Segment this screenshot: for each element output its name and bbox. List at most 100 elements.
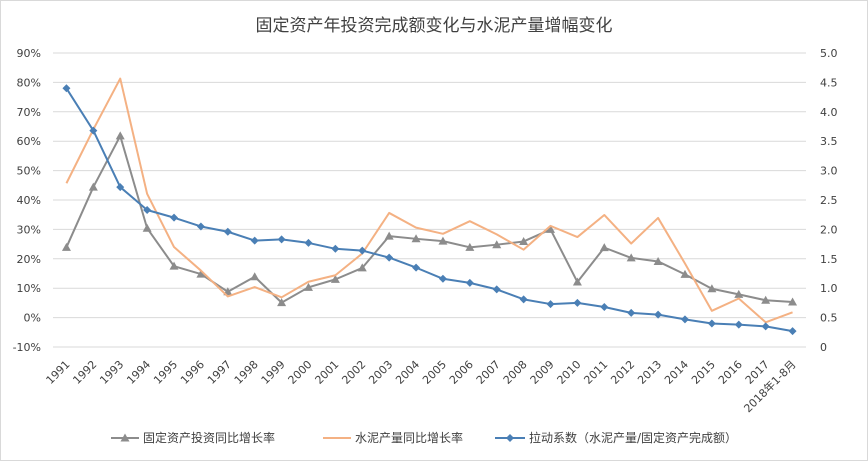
right-tick-label: 3.0 (820, 165, 838, 178)
data-point (680, 315, 689, 324)
data-point (465, 242, 475, 251)
x-tick-label: 2003 (366, 358, 395, 387)
right-tick-label: 1.5 (820, 253, 838, 266)
data-point (412, 263, 421, 272)
data-point (115, 131, 125, 140)
data-point (438, 236, 448, 245)
left-tick-label: 90% (17, 47, 41, 60)
data-point (707, 319, 716, 328)
left-tick-label: 50% (17, 165, 41, 178)
data-point (169, 261, 179, 270)
right-tick-label: 4.0 (820, 106, 838, 119)
data-point (385, 253, 394, 262)
series-line-3 (65, 87, 793, 333)
data-point (492, 240, 502, 249)
data-point (384, 231, 394, 240)
data-point (330, 274, 340, 283)
legend-marker (506, 434, 514, 442)
data-point (707, 284, 717, 293)
data-point (89, 126, 98, 135)
x-tick-label: 2015 (689, 358, 718, 387)
data-point (250, 236, 259, 245)
left-tick-label: 80% (17, 76, 41, 89)
data-point (277, 235, 286, 244)
right-tick-label: 3.5 (820, 135, 838, 148)
x-tick-label: 1995 (151, 358, 180, 387)
gridlines (53, 52, 806, 348)
series-layer (61, 77, 798, 336)
x-tick-label: 2005 (420, 358, 449, 387)
data-point (411, 234, 421, 243)
x-tick-label: 1994 (124, 358, 153, 387)
x-tick-label: 2010 (555, 358, 584, 387)
x-tick-label: 2011 (581, 358, 610, 387)
x-tick-label: 2012 (608, 358, 637, 387)
left-tick-label: 70% (17, 106, 41, 119)
x-tick-label: 1997 (205, 358, 234, 387)
data-point (465, 278, 474, 287)
legend-label: 固定资产投资同比增长率 (143, 430, 275, 445)
data-point (573, 298, 582, 307)
data-point (761, 322, 770, 331)
data-point (546, 224, 556, 233)
data-point (358, 246, 367, 255)
x-tick-label: 1998 (232, 358, 261, 387)
data-point (331, 244, 340, 253)
data-point (546, 300, 555, 309)
left-tick-label: 40% (17, 194, 41, 207)
legend-label: 拉动系数（水泥产量/固定资产完成额） (529, 430, 737, 445)
data-point (572, 277, 582, 286)
data-point (116, 183, 125, 192)
data-point (143, 205, 152, 214)
data-point (788, 297, 798, 306)
data-point (88, 182, 98, 191)
data-point (61, 242, 71, 251)
data-point (788, 327, 797, 336)
data-point (734, 320, 743, 329)
right-tick-label: 2.5 (820, 194, 838, 207)
data-point (304, 238, 313, 247)
right-tick-label: 0 (820, 341, 827, 354)
x-tick-label: 1991 (44, 358, 73, 387)
left-tick-label: 10% (17, 282, 41, 295)
data-point (438, 274, 447, 283)
x-tick-label: 2000 (286, 358, 315, 387)
x-tick-label: 2001 (313, 358, 342, 387)
x-tick-label: 2004 (393, 358, 422, 387)
x-tick-label: 1999 (259, 358, 288, 387)
left-tick-label: 60% (17, 135, 41, 148)
legend-marker (120, 433, 130, 442)
data-point (761, 295, 771, 304)
right-tick-label: 1.0 (820, 282, 838, 295)
right-tick-label: 4.5 (820, 76, 838, 89)
right-tick-label: 0.5 (820, 312, 838, 325)
data-point (223, 227, 232, 236)
right-y-axis: 0 0.5 1.0 1.5 2.0 2.5 3.0 3.5 4.0 4.5 5.0 (820, 47, 838, 354)
data-point (196, 222, 205, 231)
data-point (170, 213, 179, 222)
data-point (250, 272, 260, 281)
chart-title: 固定资产年投资完成额变化与水泥产量增幅变化 (256, 16, 613, 36)
series-line-1 (65, 134, 793, 304)
data-point (599, 243, 609, 252)
data-point (626, 253, 636, 262)
x-tick-label: 1996 (178, 358, 207, 387)
x-tick-label: 2006 (447, 358, 476, 387)
x-tick-label: 2009 (528, 358, 557, 387)
legend-label: 水泥产量同比增长率 (355, 430, 463, 445)
data-point (654, 310, 663, 319)
data-point (653, 256, 663, 265)
x-tick-label: 1993 (97, 358, 126, 387)
series-line-2 (65, 77, 793, 324)
right-tick-label: 2.0 (820, 223, 838, 236)
legend: 固定资产投资同比增长率 水泥产量同比增长率 拉动系数（水泥产量/固定资产完成额） (111, 430, 737, 445)
data-point (357, 263, 367, 272)
data-point (627, 308, 636, 317)
x-tick-label: 2014 (662, 358, 691, 387)
left-tick-label: 30% (17, 223, 41, 236)
data-point (519, 236, 529, 245)
data-point (519, 295, 528, 304)
data-point (196, 269, 206, 278)
